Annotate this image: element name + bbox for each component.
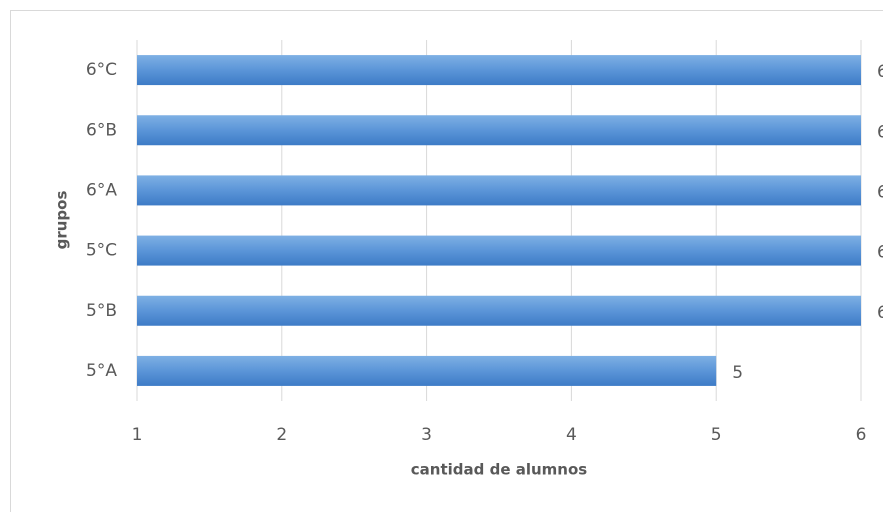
x-tick-label: 4 (566, 425, 577, 445)
data-label: 6 (877, 243, 883, 263)
x-tick-label: 3 (421, 425, 432, 445)
data-label: 5 (732, 363, 743, 383)
y-tick-label: 6°B (86, 120, 117, 140)
y-tick-label: 5°A (86, 361, 117, 381)
data-label: 6 (877, 303, 883, 323)
y-tick-label: 5°B (86, 301, 117, 321)
bar (137, 175, 861, 206)
x-axis-title: cantidad de alumnos (411, 461, 588, 479)
data-label: 6 (877, 182, 883, 202)
bar (137, 295, 861, 326)
data-label: 6 (877, 62, 883, 82)
y-tick-label: 6°A (86, 180, 117, 200)
x-tick-label: 5 (711, 425, 722, 445)
data-label: 6 (877, 122, 883, 142)
x-tick-label: 2 (276, 425, 287, 445)
x-tick-label: 6 (856, 425, 867, 445)
y-tick-label: 6°C (86, 60, 117, 80)
bar (137, 55, 861, 86)
x-tick-label: 1 (132, 425, 143, 445)
y-axis-title: grupos (53, 191, 71, 250)
y-tick-label: 5°C (86, 241, 117, 261)
bar (137, 115, 861, 146)
bar (137, 355, 717, 386)
bar (137, 235, 861, 266)
